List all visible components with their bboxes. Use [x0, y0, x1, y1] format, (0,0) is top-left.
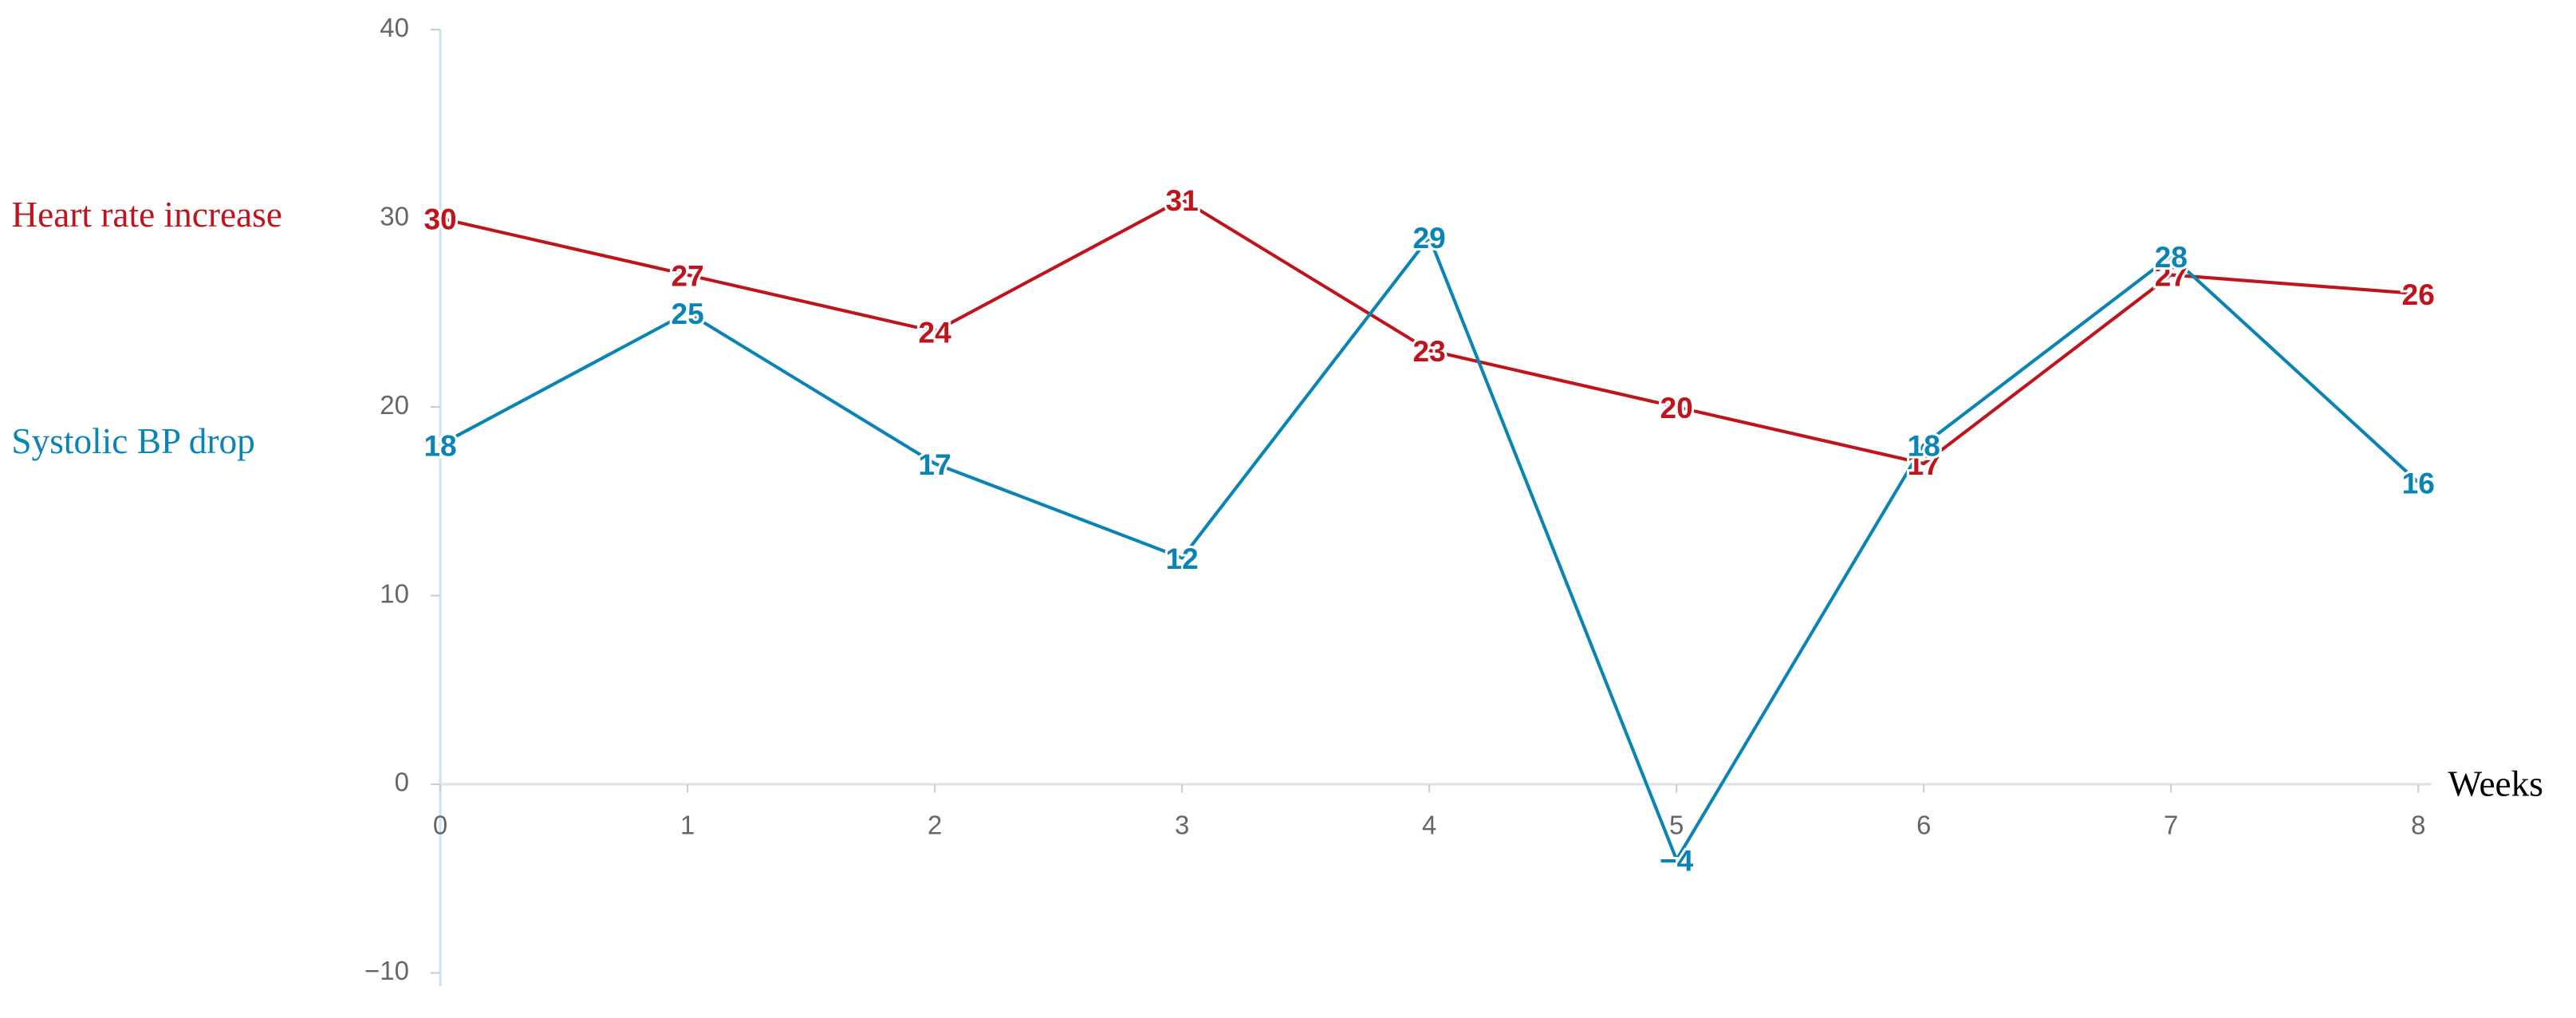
data-label: 25 — [671, 297, 703, 330]
y-tick-label: 20 — [380, 390, 409, 420]
y-tick-label: 30 — [380, 201, 409, 231]
x-tick-label: 3 — [1175, 810, 1189, 839]
data-label: 26 — [2402, 278, 2435, 311]
x-tick-label: 6 — [1916, 810, 1931, 839]
x-tick-label: 2 — [928, 810, 942, 839]
data-label: 23 — [1413, 334, 1446, 368]
x-tick-label: 5 — [1669, 810, 1684, 839]
legend-label: Heart rate increase — [11, 195, 282, 235]
y-tick-label: 10 — [380, 578, 409, 608]
data-label: 17 — [918, 448, 951, 481]
data-label: 31 — [1166, 183, 1199, 217]
series-line — [439, 234, 2420, 864]
y-tick-label: 0 — [395, 767, 409, 797]
data-label: 12 — [1166, 542, 1199, 575]
data-label: 18 — [1908, 428, 1940, 462]
y-tick-label: 40 — [380, 13, 409, 42]
y-tick-label: −10 — [364, 956, 409, 985]
x-tick-label: 1 — [680, 810, 695, 839]
x-axis-label: Weeks — [2448, 764, 2543, 804]
data-label: 17 — [1908, 448, 1940, 481]
data-label: 18 — [423, 428, 456, 462]
x-tick-label: 8 — [2411, 810, 2425, 839]
x-tick-label: 4 — [1422, 810, 1436, 839]
data-label: 16 — [2402, 467, 2435, 500]
data-label: 27 — [2155, 258, 2188, 292]
data-label: 29 — [1413, 221, 1446, 254]
x-tick-label: 0 — [433, 810, 447, 839]
legend-label: Systolic BP drop — [11, 421, 254, 461]
data-label: 24 — [918, 315, 951, 349]
data-label: 20 — [1660, 391, 1693, 424]
series-line — [439, 197, 2419, 466]
x-tick-label: 7 — [2164, 810, 2178, 839]
data-label: 27 — [671, 258, 703, 292]
data-label: −4 — [1660, 844, 1694, 878]
data-label: 28 — [2155, 240, 2188, 274]
data-label: 30 — [423, 203, 456, 236]
